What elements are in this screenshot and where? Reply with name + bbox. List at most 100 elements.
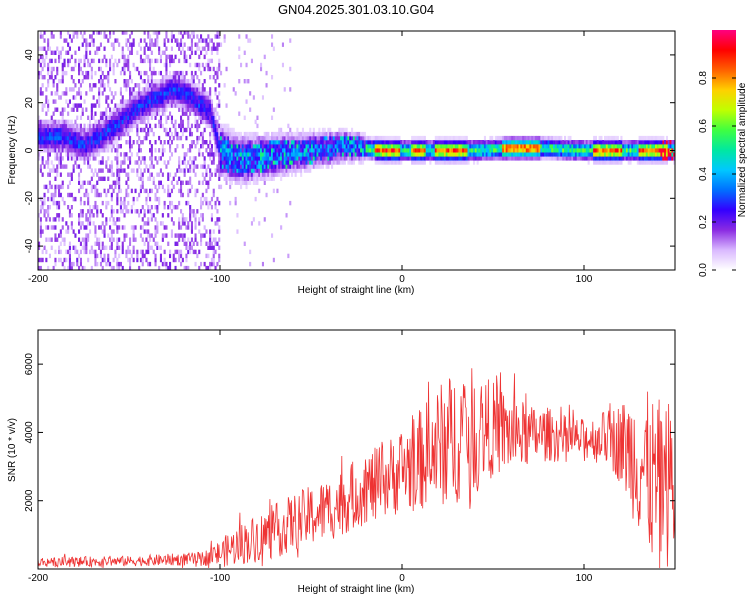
spectrogram-cell [178,95,181,100]
spectrogram-cell [409,140,412,145]
snr-ylabel: SNR (10 * v/v) [7,418,18,482]
spectrogram-cell [65,87,68,92]
spectrogram-cell [74,95,77,100]
spectrogram-cell [285,213,288,218]
spectrogram-cell [134,119,137,125]
spectrogram-cell [98,103,101,108]
spectrogram-cell [547,152,550,157]
spectrogram-cell [378,144,381,149]
spectrogram-cell [332,140,335,145]
spectrogram-cell [234,156,237,161]
spectrogram-cell [96,31,99,35]
spectrogram-cell [385,160,388,165]
spectrogram-cell [81,245,84,250]
spectrogram-cell [174,172,177,177]
spectrogram-cell [265,164,268,169]
spectrogram-cell [216,144,219,149]
spectrogram-cell [454,148,457,153]
spectrogram-cell [314,131,317,137]
spectrogram-cell [52,50,55,55]
spectrogram-cell [665,160,668,165]
spectrogram-cell [149,91,152,96]
spectrogram-cell [214,135,217,141]
spectrogram-cell [138,192,141,198]
spectrogram-cell [83,135,86,141]
spectrogram-cell [340,144,343,149]
spectrogram-cell [549,144,552,149]
spectrogram-cell [271,131,274,137]
spectrogram-cell [365,135,368,141]
spectrogram-cell [190,75,193,80]
spectrogram-cell [167,172,170,177]
spectrogram-cell [545,144,548,149]
spectrogram-cell [78,144,81,149]
spectrogram-cell [249,261,252,267]
spectrogram-cell [218,99,221,104]
spectrogram-cell [560,135,563,141]
spectrogram-cell [249,180,252,185]
spectrogram-cell [285,156,288,161]
spectrogram-cell [118,188,121,194]
spectrogram-cell [190,225,193,230]
spectrogram-cell [156,95,159,100]
snr-series-line [38,368,675,569]
spectrogram-cell [101,265,104,270]
spectrogram-cell [358,160,361,165]
spectrogram-cell [185,180,188,185]
spectrogram-cell [423,152,426,157]
spectrogram-cell [169,135,172,141]
spectrogram-cell [161,103,164,108]
spectrogram-cell [636,152,639,157]
spectrogram-cell [74,123,77,129]
spectrogram-cell [203,261,206,267]
spectrogram-cell [136,115,139,120]
spectrogram-cell [200,91,203,96]
spectrogram-cell [56,237,59,242]
spectrogram-cell [216,131,219,137]
spectrogram-cell [223,148,226,153]
spectrogram-cell [99,79,102,84]
spectrogram-cell [230,148,233,153]
spectrogram-cell [176,180,179,185]
spectrogram-cell [522,140,525,145]
spectrogram-cell [260,66,263,72]
spectrogram-cell [278,172,281,177]
spectrogram-cell [81,127,84,133]
spectrogram-cell [520,144,523,149]
spectrogram-cell [514,140,517,145]
spectrogram-cell [503,135,506,141]
spectrogram-cell [609,156,612,161]
spectrogram-cell [169,192,172,198]
spectrogram-cell [110,91,113,96]
spectrogram-cell [254,164,257,169]
spectrogram-cell [534,135,537,141]
spectrogram-cell [334,156,337,161]
spectrogram-cell [99,168,102,173]
spectrogram-cell [172,34,175,39]
spectrogram-cell [150,83,153,88]
spectrogram-cell [265,135,268,141]
spectrogram-cell [531,144,534,149]
spectrogram-cell [327,135,330,141]
spectrogram-cell [594,160,597,165]
spectrogram-cell [107,115,110,120]
spectrogram-cell [232,164,235,169]
spectrogram-cell [52,192,55,198]
spectrogram-cell [252,176,255,181]
spectrogram-cell [61,156,64,161]
spectrogram-cell [194,50,197,55]
spectrogram-cell [265,83,268,88]
spectrogram-cell [423,160,426,165]
spectrogram-cell [61,107,64,112]
spectrogram-cell [74,50,77,55]
spectrogram-cell [85,54,88,60]
spectrogram-cell [161,50,164,55]
spectrogram-cell [109,87,112,92]
spectrogram-cell [513,152,516,157]
spectrogram-cell [531,152,534,157]
spectrogram-cell [74,152,77,157]
spectrogram-cell [39,62,42,68]
spectrogram-cell [309,152,312,157]
spectrogram-cell [243,152,246,157]
spectrogram-cell [372,140,375,145]
